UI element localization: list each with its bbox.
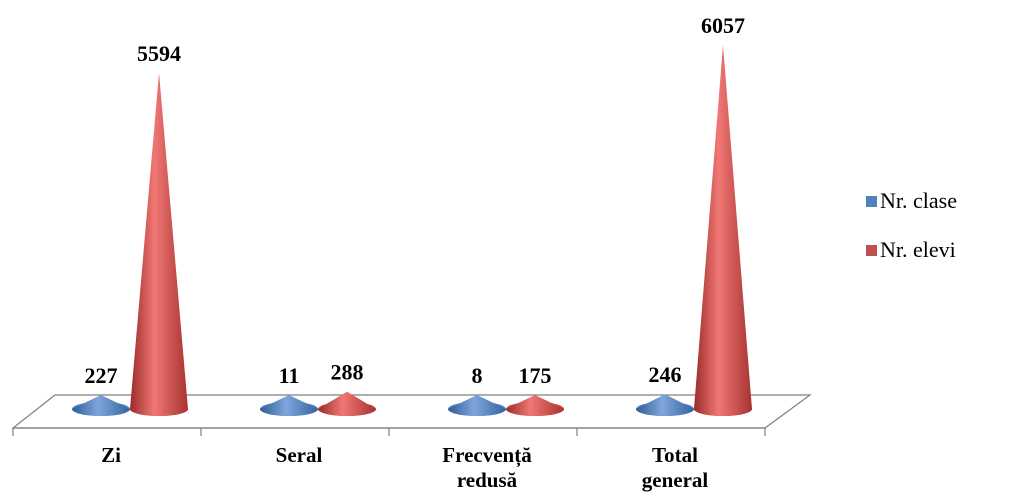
data-label-2-nr-clase: 8 <box>472 363 483 388</box>
cone-1-nr-clase <box>260 395 318 416</box>
category-label-3: Total general <box>642 443 709 492</box>
data-label-1-nr-elevi: 288 <box>331 360 364 385</box>
cone-0-nr-elevi <box>130 72 188 416</box>
data-label-3-nr-clase: 246 <box>649 362 682 387</box>
cone-0-nr-clase <box>72 395 130 416</box>
category-label-line: Frecvență <box>442 443 532 468</box>
cone-2-nr-clase <box>448 395 506 416</box>
cone-body-0-nr-elevi <box>130 72 188 416</box>
data-label-0-nr-elevi: 5594 <box>137 41 181 66</box>
category-labels: Zi Seral Frecvență redusă Total general <box>101 443 708 492</box>
cone-body-3-nr-clase <box>636 394 694 416</box>
cone-body-1-nr-elevi <box>318 391 376 416</box>
data-label-2-nr-elevi: 175 <box>519 363 552 388</box>
cone-body-2-nr-elevi <box>506 395 564 416</box>
legend-label-nr-clase: Nr. clase <box>880 188 957 213</box>
cone-body-0-nr-clase <box>72 395 130 416</box>
category-label-line: Zi <box>101 443 121 467</box>
legend-swatch-nr-elevi <box>866 245 877 256</box>
category-label-0: Zi <box>101 443 121 467</box>
category-label-line: Total <box>652 443 698 467</box>
cone-body-3-nr-elevi <box>694 45 752 416</box>
cone-1-nr-elevi <box>318 391 376 416</box>
cone-2-nr-elevi <box>506 395 564 416</box>
legend-label-nr-elevi: Nr. elevi <box>880 237 956 262</box>
legend-swatch-nr-clase <box>866 196 877 207</box>
cone-body-2-nr-clase <box>448 395 506 416</box>
category-label-line: general <box>642 468 709 492</box>
category-label-2: Frecvență redusă <box>442 443 532 492</box>
data-label-1-nr-clase: 11 <box>279 363 300 388</box>
data-label-0-nr-clase: 227 <box>85 363 118 388</box>
category-axis <box>12 428 766 436</box>
cone-3-nr-clase <box>636 394 694 416</box>
data-label-3-nr-elevi: 6057 <box>701 13 745 38</box>
chart-marks <box>72 45 752 416</box>
data-labels: 227 5594 11 288 8 175 246 6057 <box>85 13 746 388</box>
cone-3-nr-elevi <box>694 45 752 416</box>
legend-item-nr-clase: Nr. clase <box>866 188 957 213</box>
category-label-1: Seral <box>276 443 323 467</box>
cone-body-1-nr-clase <box>260 395 318 416</box>
legend-item-nr-elevi: Nr. elevi <box>866 237 956 262</box>
legend: Nr. clase Nr. elevi <box>866 188 957 262</box>
category-label-line: Seral <box>276 443 323 467</box>
category-label-line: redusă <box>457 468 518 492</box>
